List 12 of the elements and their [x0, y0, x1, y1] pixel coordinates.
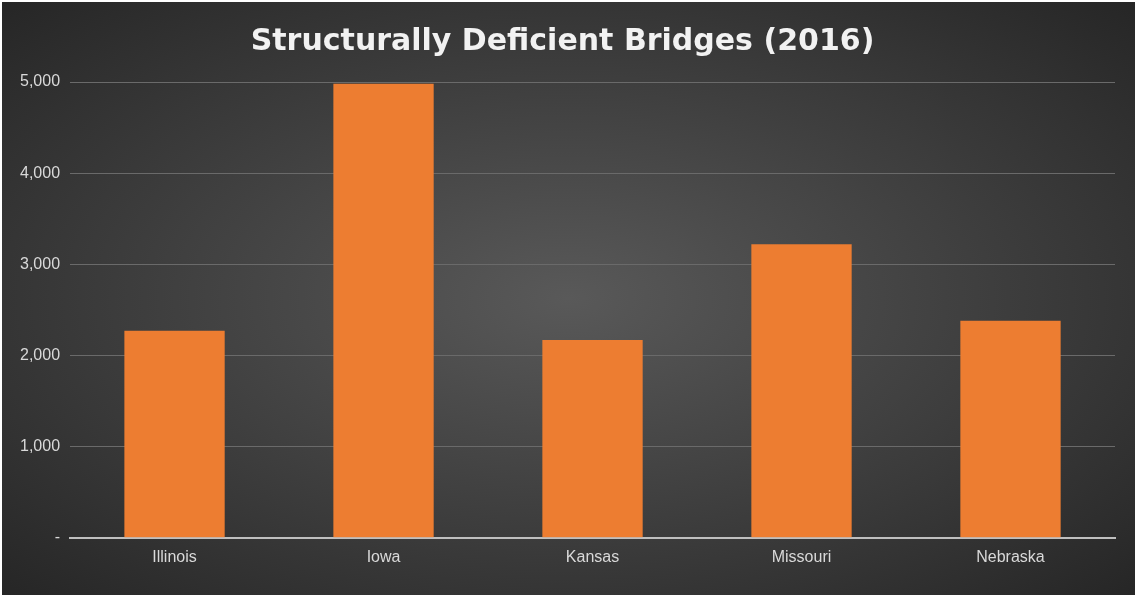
y-tick-label: -	[54, 528, 61, 546]
y-tick-label: 4,000	[19, 163, 61, 181]
chart-title: Structurally Deficient Bridges (2016)	[250, 21, 875, 57]
x-tick-label: Kansas	[565, 547, 620, 565]
x-tick-label: Illinois	[152, 547, 197, 565]
x-tick-label: Missouri	[771, 547, 832, 565]
y-tick-label: 2,000	[19, 345, 61, 363]
y-tick-label: 3,000	[19, 254, 61, 272]
x-tick-label: Nebraska	[976, 547, 1045, 565]
x-tick-label: Iowa	[366, 547, 401, 565]
y-tick-label: 1,000	[19, 437, 61, 455]
y-tick-label: 5,000	[19, 72, 61, 90]
